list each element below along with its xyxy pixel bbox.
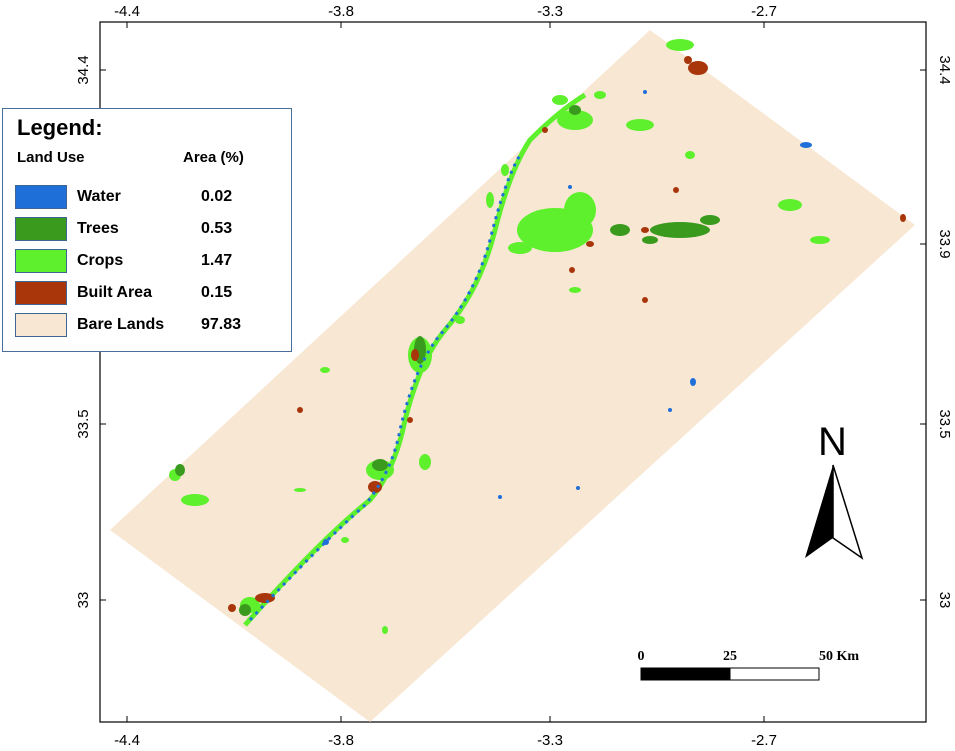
legend-row: Built Area 0.15 [15,281,285,307]
water-layer [323,90,812,545]
legend-class-name: Crops [77,252,124,269]
legend-row: Trees 0.53 [15,217,285,243]
north-arrow-icon [805,464,864,560]
legend-land-use-header: Land Use [17,149,85,166]
scale-bar-label: 0 [638,649,645,664]
legend-class-name: Trees [77,220,119,237]
legend-class-name: Bare Lands [77,316,165,333]
legend-class-area: 0.15 [201,284,233,301]
built-area-layer [228,56,906,612]
river-water [248,154,522,622]
legend-swatch [15,185,67,209]
x-tick-label-bottom: -4.4 [114,732,140,749]
scale-bar-label: 25 [723,649,737,664]
legend-class-area: 97.83 [201,316,242,333]
legend-class-area: 1.47 [201,252,233,269]
legend-row: Bare Lands 97.83 [15,313,285,339]
legend-box: Legend: Land Use Area (%) Water 0.02 Trees… [2,108,292,352]
scale-bar-label: 50 Km [819,649,859,664]
study-area-bare-lands [110,30,915,722]
scale-bar [640,667,820,681]
legend-area-header: Area (%) [183,149,244,166]
trees-layer [175,105,720,616]
legend-swatch [15,281,67,305]
x-tick-label-top: -3.3 [537,3,563,20]
y-tick-label-right: 33.9 [936,229,953,258]
legend-swatch [15,313,67,337]
legend-swatch [15,217,67,241]
crops-layer [169,39,830,634]
legend-class-name: Built Area [77,284,152,301]
y-tick-label-left: 33.5 [75,409,92,438]
legend-class-area: 0.02 [201,188,233,205]
legend-title: Legend: [17,115,103,140]
x-tick-label-bottom: -2.7 [751,732,777,749]
x-tick-label-top: -4.4 [114,3,140,20]
x-tick-label-bottom: -3.8 [328,732,354,749]
x-tick-label-top: -3.8 [328,3,354,20]
y-tick-label-right: 34.4 [936,55,953,84]
north-label: N [818,420,847,464]
legend-class-name: Water [77,188,121,205]
legend-class-area: 0.53 [201,220,233,237]
y-tick-label-left: 34.4 [75,55,92,84]
legend-row: Crops 1.47 [15,249,285,275]
legend-row: Water 0.02 [15,185,285,211]
y-tick-label-right: 33 [936,592,953,609]
y-tick-label-left: 33 [75,592,92,609]
x-tick-label-bottom: -3.3 [537,732,563,749]
legend-swatch [15,249,67,273]
x-tick-label-top: -2.7 [751,3,777,20]
y-tick-label-right: 33.5 [936,409,953,438]
